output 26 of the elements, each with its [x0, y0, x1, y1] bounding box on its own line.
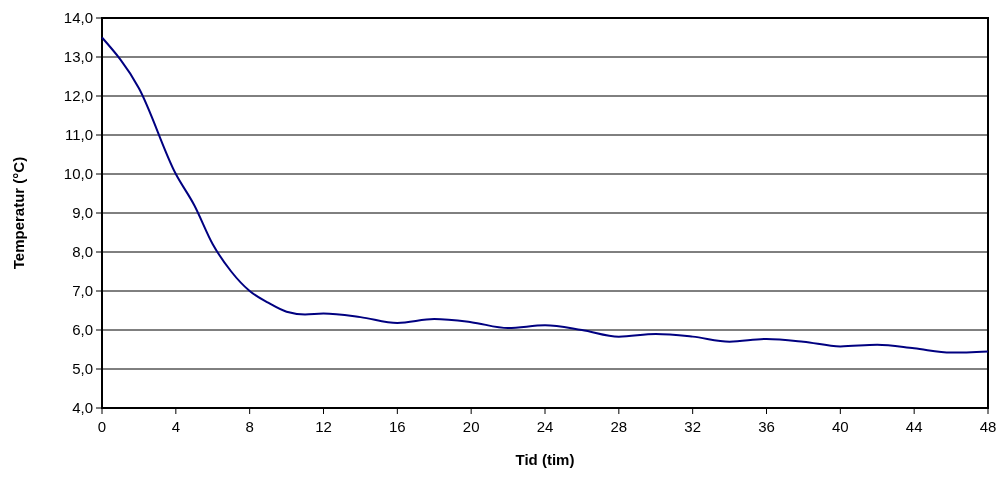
x-tick-label: 32	[684, 418, 702, 435]
y-tick-label: 5,0	[72, 360, 93, 378]
x-axis-title: Tid (tim)	[515, 451, 575, 468]
y-axis-title: Temperatur (°C)	[10, 156, 27, 270]
x-tick-label: 24	[536, 418, 554, 435]
x-tick-label: 20	[462, 418, 480, 435]
x-tick-label: 40	[831, 418, 849, 435]
x-tick-label: 48	[979, 418, 997, 435]
y-tick-label: 13,0	[63, 48, 93, 66]
x-tick-label: 16	[388, 418, 406, 435]
y-tick-label: 9,0	[72, 204, 93, 222]
y-tick-label: 10,0	[63, 165, 93, 183]
y-tick-label: 6,0	[72, 321, 93, 339]
x-tick-label: 12	[315, 418, 332, 435]
x-tick-label: 36	[758, 418, 775, 435]
x-tick-label: 44	[905, 418, 923, 435]
x-tick-label: 28	[610, 418, 628, 435]
x-tick-label: 4	[171, 418, 181, 435]
y-tick-label: 4,0	[72, 399, 93, 417]
x-tick-label: 8	[245, 418, 254, 435]
y-tick-label: 7,0	[72, 282, 93, 300]
y-tick-label: 8,0	[72, 243, 93, 261]
y-tick-label: 11,0	[64, 126, 93, 144]
x-tick-label: 0	[97, 418, 107, 435]
y-tick-label: 12,0	[63, 87, 93, 105]
y-tick-label: 14,0	[63, 9, 93, 27]
